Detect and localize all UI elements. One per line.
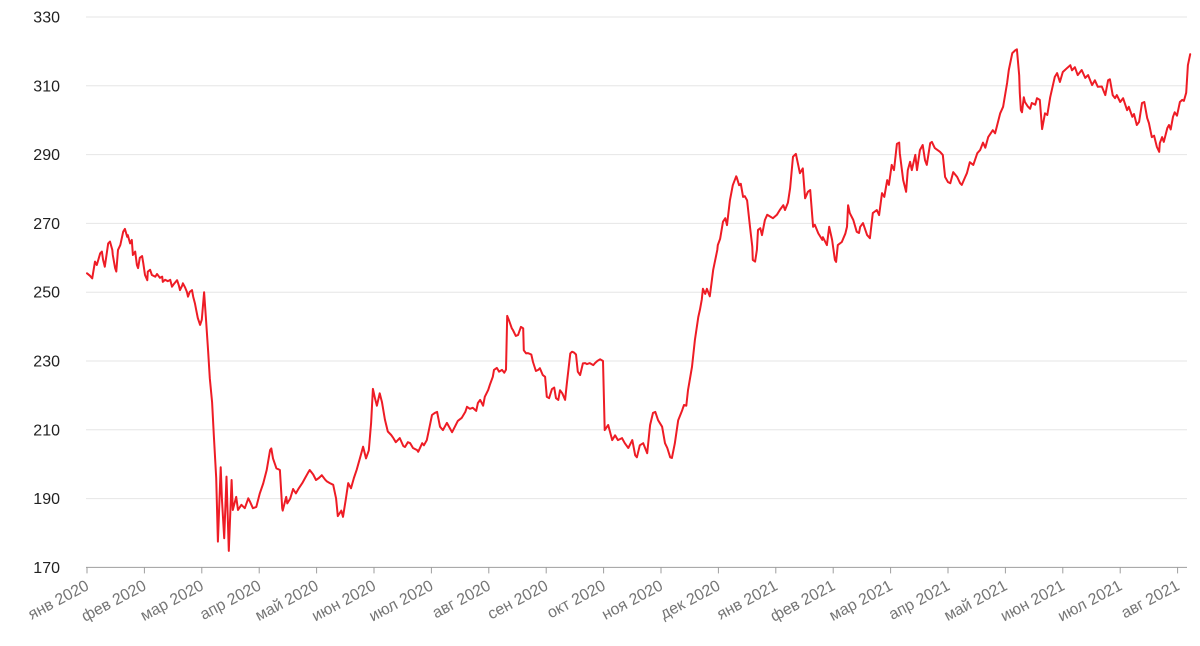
x-tick-label: авг 2020 bbox=[430, 577, 494, 622]
y-tick-label: 310 bbox=[33, 78, 60, 95]
y-tick-label: 290 bbox=[33, 147, 60, 164]
y-tick-label: 330 bbox=[33, 10, 60, 27]
y-tick-label: 270 bbox=[33, 216, 60, 233]
y-tick-label: 170 bbox=[33, 560, 60, 577]
y-tick-label: 230 bbox=[33, 354, 60, 371]
price-line-series bbox=[86, 48, 1192, 552]
y-tick-label: 190 bbox=[33, 491, 60, 508]
y-tick-label: 250 bbox=[33, 285, 60, 302]
x-tick-label: окт 2020 bbox=[544, 577, 608, 622]
x-tick-label: июл 2021 bbox=[1055, 577, 1125, 625]
x-tick-label: май 2020 bbox=[253, 577, 322, 624]
x-tick-label: мар 2020 bbox=[138, 577, 207, 624]
x-tick-label: ноя 2020 bbox=[599, 577, 666, 623]
x-tick-label: дек 2020 bbox=[658, 577, 724, 623]
x-tick-label: июн 2021 bbox=[998, 577, 1068, 625]
x-tick-label: апр 2020 bbox=[197, 577, 264, 623]
x-tick-label: фев 2021 bbox=[768, 577, 838, 625]
x-tick-label: авг 2021 bbox=[1119, 577, 1183, 622]
x-tick-label: мар 2021 bbox=[827, 577, 896, 624]
x-tick-label: май 2021 bbox=[941, 577, 1010, 624]
x-tick-label: сен 2020 bbox=[485, 577, 551, 623]
x-tick-label: июл 2020 bbox=[367, 577, 437, 625]
x-tick-label: июн 2020 bbox=[309, 577, 379, 625]
x-tick-label: фев 2020 bbox=[79, 577, 149, 625]
x-tick-label: апр 2021 bbox=[886, 577, 953, 623]
y-tick-label: 210 bbox=[33, 422, 60, 439]
